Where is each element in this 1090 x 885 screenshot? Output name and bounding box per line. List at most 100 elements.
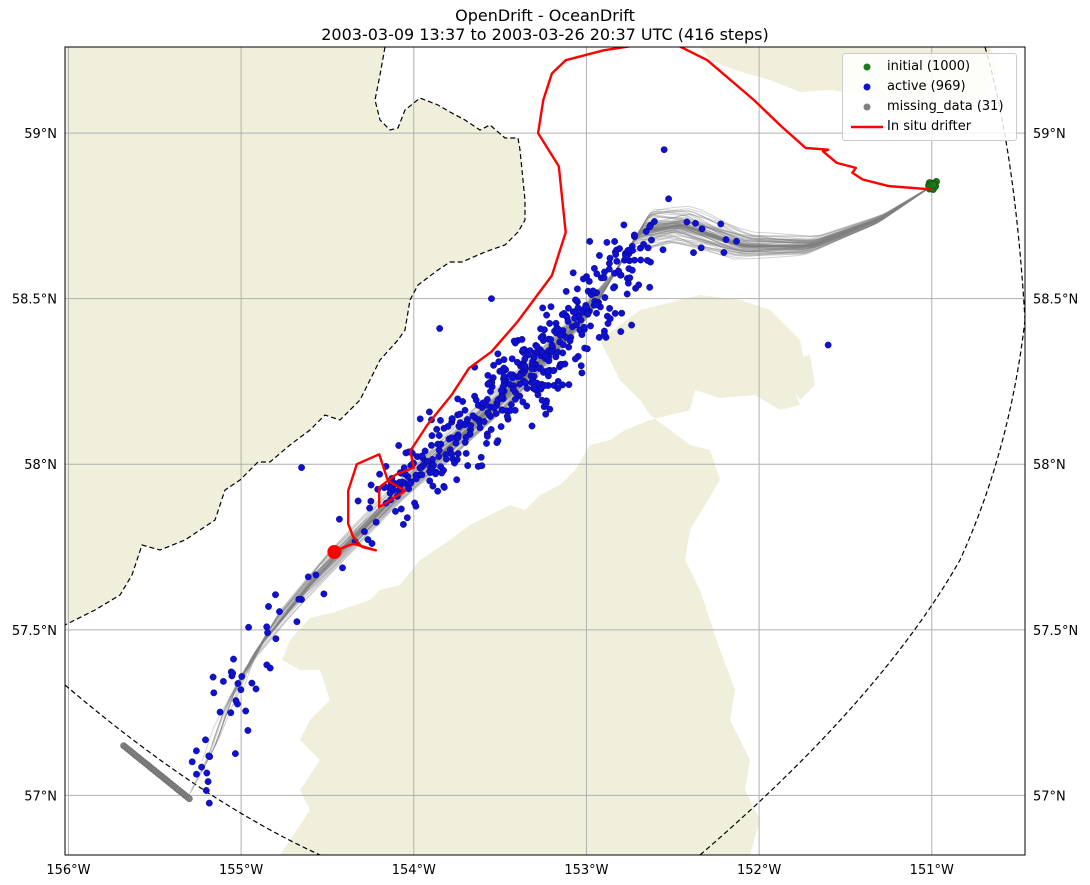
lat-tick-label-left: 58°N xyxy=(24,458,57,473)
active-particle xyxy=(237,686,245,694)
active-particle xyxy=(407,479,414,487)
active-particle xyxy=(559,381,566,389)
active-particle xyxy=(484,409,492,417)
active-particle xyxy=(692,219,699,227)
active-particle xyxy=(477,453,485,461)
active-particle xyxy=(412,502,420,510)
trajectory-line xyxy=(272,185,933,625)
active-particle xyxy=(665,195,672,203)
active-particle xyxy=(637,256,645,264)
boundary-coastline xyxy=(65,47,526,626)
active-particle xyxy=(690,249,697,257)
active-particle xyxy=(543,311,550,319)
active-particle xyxy=(616,245,623,253)
active-particle xyxy=(611,238,618,245)
active-particle xyxy=(428,432,436,439)
active-particle xyxy=(416,464,424,472)
active-particle xyxy=(569,269,577,277)
active-particle xyxy=(577,362,585,370)
active-particle xyxy=(623,290,631,298)
active-particle xyxy=(462,433,470,441)
active-particle xyxy=(366,504,373,512)
lon-tick-label: 156°W xyxy=(46,863,90,878)
land-kodiak-upper xyxy=(280,295,805,855)
active-particle xyxy=(580,275,587,283)
active-particle xyxy=(425,408,433,416)
active-particle xyxy=(573,321,580,329)
trajectory-line xyxy=(260,185,933,646)
active-particle xyxy=(565,381,573,388)
active-particle xyxy=(500,372,508,380)
active-particle xyxy=(335,515,343,523)
active-particle xyxy=(554,348,562,356)
active-particle xyxy=(697,244,705,252)
active-particle xyxy=(593,270,601,278)
active-particle xyxy=(210,689,218,697)
active-particle xyxy=(437,416,444,424)
active-particle xyxy=(447,434,455,442)
active-particle xyxy=(456,410,464,418)
active-particle xyxy=(537,364,544,372)
active-particle xyxy=(640,240,647,248)
active-particle xyxy=(494,437,502,445)
active-particle xyxy=(574,285,581,293)
legend-label-drifter: In situ drifter xyxy=(887,119,972,134)
active-particle xyxy=(519,346,527,354)
active-particle xyxy=(606,315,614,323)
active-particle xyxy=(230,655,237,663)
lon-tick-label: 152°W xyxy=(737,863,781,878)
active-particle xyxy=(216,708,224,716)
active-particle xyxy=(605,265,613,273)
active-particle xyxy=(507,401,515,408)
active-particle xyxy=(295,595,303,603)
trajectory-line xyxy=(355,185,933,537)
active-particle xyxy=(528,422,536,430)
active-particle xyxy=(562,287,570,295)
active-particle xyxy=(293,618,301,626)
active-particle xyxy=(646,223,654,231)
active-particle xyxy=(395,442,403,449)
active-particle xyxy=(556,331,564,339)
missing-particle xyxy=(185,795,193,803)
active-particle xyxy=(204,778,212,785)
active-particle xyxy=(266,664,274,672)
active-particle xyxy=(265,603,272,610)
land-mainland xyxy=(65,47,525,625)
active-particle xyxy=(523,402,531,410)
active-particle xyxy=(606,254,614,262)
chart-title: OpenDrift - OceanDrift xyxy=(455,6,635,25)
active-particle xyxy=(229,669,237,677)
chart-subtitle: 2003-03-09 13:37 to 2003-03-26 20:37 UTC… xyxy=(321,25,769,44)
active-particle xyxy=(459,398,467,405)
active-particle xyxy=(488,295,495,303)
active-particle xyxy=(320,590,328,598)
active-particle xyxy=(263,623,271,631)
active-particle xyxy=(642,228,650,235)
active-particle xyxy=(412,475,420,483)
active-particle xyxy=(453,476,461,484)
active-particle xyxy=(510,337,518,345)
particle-layer xyxy=(120,146,940,807)
drifter-track xyxy=(335,47,932,552)
trajectory-line xyxy=(201,185,933,772)
active-particle xyxy=(461,406,469,414)
active-particle xyxy=(544,367,552,375)
land-island-east xyxy=(785,355,815,400)
active-particle xyxy=(494,350,502,358)
active-particle xyxy=(454,434,462,442)
active-particle xyxy=(367,497,375,505)
active-particle xyxy=(615,267,622,275)
active-particle xyxy=(537,325,544,333)
active-particle xyxy=(202,736,209,744)
active-particle xyxy=(483,432,491,440)
active-particle xyxy=(824,341,832,349)
active-particle xyxy=(219,678,227,685)
active-particle xyxy=(448,450,456,458)
active-particle xyxy=(518,335,526,343)
active-particle xyxy=(589,287,597,295)
active-particle xyxy=(537,334,545,341)
active-particle xyxy=(683,218,691,226)
active-particle xyxy=(396,478,403,486)
active-particle xyxy=(376,470,383,478)
trajectory-line xyxy=(204,185,933,764)
